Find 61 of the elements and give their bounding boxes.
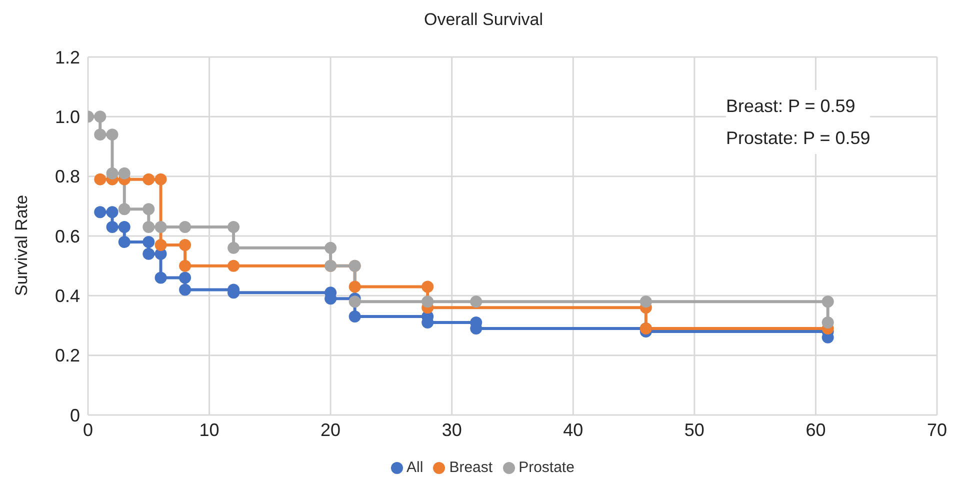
point (324, 242, 337, 254)
y-tick-label: 0.2 (54, 346, 80, 366)
point (348, 310, 361, 323)
x-tick-label: 40 (563, 420, 584, 440)
legend-label: All (406, 459, 424, 476)
point (154, 272, 167, 284)
point (154, 173, 167, 186)
point (228, 242, 240, 254)
point (422, 296, 434, 308)
annotation: Prostate: P = 0.59 (726, 127, 870, 150)
point (118, 203, 130, 216)
point (422, 280, 434, 293)
x-tick-label: 20 (320, 420, 341, 440)
point (640, 296, 652, 308)
point (94, 128, 106, 141)
point (179, 238, 192, 251)
point (118, 236, 130, 248)
y-tick-label: 0 (70, 405, 80, 426)
point (118, 221, 130, 234)
point (106, 167, 118, 180)
x-tick-label: 60 (806, 420, 826, 440)
point (106, 128, 118, 141)
legend-label: Prostate (518, 459, 574, 476)
point (94, 206, 106, 218)
point (348, 296, 361, 308)
point (142, 248, 155, 260)
point (106, 221, 118, 234)
point (106, 206, 118, 218)
y-tick-label: 0.6 (54, 226, 80, 246)
x-tick-label: 0 (82, 420, 94, 440)
point (179, 260, 192, 272)
y-axis-title: Survival Rate (12, 194, 32, 296)
annotation: Breast: P = 0.59 (726, 95, 856, 118)
point (94, 110, 106, 123)
x-tick-label: 50 (684, 420, 704, 440)
point (822, 296, 834, 308)
point (94, 173, 106, 186)
y-tick-label: 1.2 (54, 47, 80, 68)
y-tick-label: 0.4 (54, 286, 80, 306)
y-tick-label: 0.8 (54, 166, 80, 187)
x-tick-label: 10 (199, 420, 220, 440)
point (118, 167, 130, 180)
point (228, 260, 240, 272)
point (348, 280, 361, 293)
chart-title: Overall Survival (422, 10, 544, 30)
x-tick-label: 70 (926, 420, 948, 440)
point (142, 236, 155, 248)
point (822, 316, 834, 329)
point (154, 238, 167, 251)
point (154, 221, 167, 234)
legend-label: Breast (449, 459, 493, 476)
x-tick-label: 30 (442, 420, 462, 440)
point (228, 221, 240, 234)
point (142, 173, 155, 186)
point (179, 272, 192, 284)
point (142, 221, 155, 234)
point (179, 284, 192, 296)
point (142, 203, 155, 216)
point (179, 221, 192, 234)
y-tick-label: 1.0 (54, 107, 80, 128)
point (470, 296, 482, 308)
